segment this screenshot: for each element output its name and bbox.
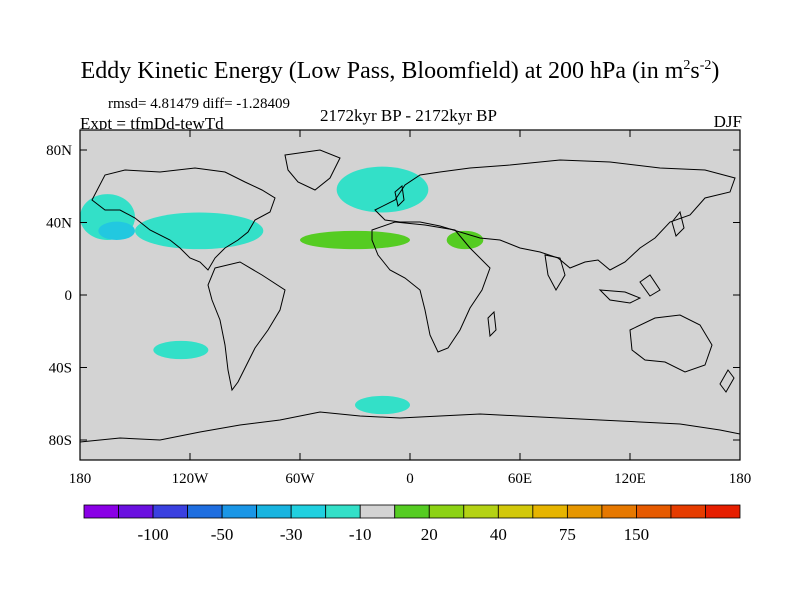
colorbar-label: -10 [349, 525, 372, 544]
x-tick-label: 0 [406, 471, 414, 487]
colorbar-label: -50 [211, 525, 234, 544]
colorbar-swatch [359, 504, 396, 519]
colorbar-swatch [152, 504, 188, 519]
colorbar-label: -30 [280, 525, 303, 544]
colorbar-swatch [636, 504, 672, 519]
y-tick-label: 0 [65, 288, 73, 304]
colorbar-swatch [428, 504, 465, 519]
colorbar-swatch [532, 504, 568, 519]
experiment-label: Expt = tfmDd-tewTd [80, 114, 224, 133]
anomaly-north-america-atlantic [135, 212, 264, 250]
map-border [79, 129, 741, 461]
y-tick-label: 40S [49, 361, 72, 377]
anomaly-atlantic-band [300, 230, 410, 250]
anomaly-mediterranean [446, 230, 484, 250]
colorbar-swatch [256, 504, 292, 519]
colorbar-swatch [187, 504, 223, 519]
x-tick-label: 180 [69, 471, 92, 487]
x-tick-label: 120E [614, 471, 646, 487]
colorbar-swatch [394, 504, 430, 519]
y-tick-label: 80S [49, 433, 72, 449]
plot-title: Eddy Kinetic Energy (Low Pass, Bloomfiel… [80, 58, 720, 84]
anomaly-regions [80, 166, 484, 415]
colorbar-swatch [566, 504, 603, 519]
colorbar-swatch [325, 504, 361, 519]
anomaly-north-america-core [98, 221, 135, 240]
colorbar-swatch [670, 504, 706, 519]
colorbar-swatch [497, 504, 534, 519]
x-tick-label: 60E [508, 471, 532, 487]
season-label: DJF [713, 112, 742, 131]
anomaly-north-atlantic-europe [336, 166, 429, 213]
colorbar-swatch [83, 504, 119, 519]
x-tick-label: 60W [285, 471, 315, 487]
colorbar-swatch [290, 504, 327, 519]
anomaly-southern-ocean [355, 395, 410, 415]
y-tick-label: 40N [46, 216, 72, 232]
coastlines [79, 149, 741, 443]
colorbar-label: -100 [137, 525, 168, 544]
y-tick-label: 80N [46, 143, 72, 159]
colorbar-label: 20 [421, 525, 438, 544]
x-tick-label: 180 [729, 471, 752, 487]
anomaly-south-pacific [153, 340, 209, 360]
rmsd-diff-stats: rmsd= 4.81479 diff= -1.28409 [108, 96, 291, 112]
colorbar-swatch [118, 504, 154, 519]
period-label: 2172kyr BP - 2172kyr BP [320, 106, 497, 125]
colorbar-swatch [705, 504, 741, 519]
x-tick-label: 120W [172, 471, 210, 487]
colorbar-label: 75 [559, 525, 576, 544]
map-axes: 180 120W 60W 0 60E 120E 180 80N 40N 0 40S 80S [46, 130, 751, 487]
colorbar: -100 -50 -30 -10 20 40 75 150 [83, 504, 741, 544]
colorbar-label: 40 [490, 525, 507, 544]
colorbar-swatch [601, 504, 637, 519]
colorbar-label: 150 [624, 525, 650, 544]
colorbar-swatch [463, 504, 499, 519]
colorbar-swatch [221, 504, 258, 519]
